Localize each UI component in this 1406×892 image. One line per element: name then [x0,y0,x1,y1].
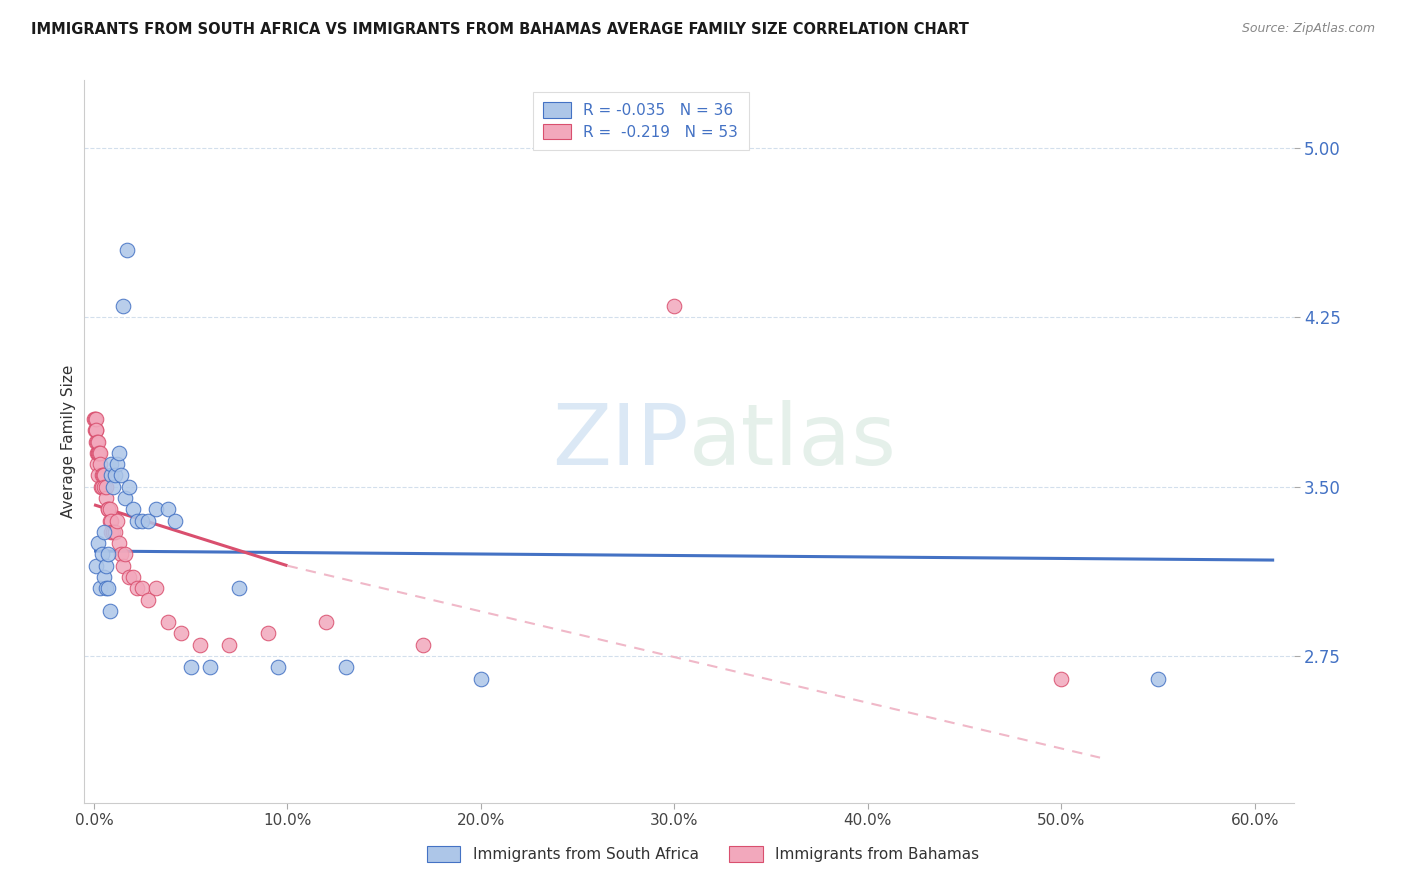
Point [118,480,141,494]
Point [86,457,108,471]
Point [90,480,112,494]
Point [86,446,108,460]
Point [98,502,121,516]
Point [121,502,143,516]
Point [108,536,131,550]
Point [103,524,125,539]
Point [87,536,110,550]
Point [87,468,110,483]
Point [1147,672,1170,686]
Point [94,558,117,573]
Point [93,468,115,483]
Point [100,514,122,528]
Point [89,582,111,596]
Point [198,660,221,674]
Point [1050,672,1073,686]
Point [412,638,434,652]
Text: atlas: atlas [689,400,897,483]
Point [83,412,105,426]
Point [94,480,117,494]
Point [114,491,136,505]
Point [136,514,159,528]
Point [114,548,136,562]
Point [105,514,128,528]
Point [112,558,135,573]
Point [91,468,114,483]
Point [470,672,492,686]
Point [228,582,250,596]
Point [118,570,141,584]
Point [89,457,111,471]
Point [315,615,337,630]
Point [97,502,120,516]
Point [90,468,112,483]
Point [94,582,117,596]
Point [100,468,122,483]
Y-axis label: Average Family Size: Average Family Size [60,365,76,518]
Point [94,491,117,505]
Point [110,548,132,562]
Point [97,582,120,596]
Point [267,660,290,674]
Point [125,582,148,596]
Point [84,434,107,449]
Point [86,434,108,449]
Point [145,582,167,596]
Point [218,638,240,652]
Point [112,299,135,313]
Point [115,243,138,257]
Point [136,592,159,607]
Point [664,299,686,313]
Point [98,604,121,618]
Point [110,468,132,483]
Point [93,480,115,494]
Point [87,434,110,449]
Point [165,514,187,528]
Point [131,514,153,528]
Point [86,446,108,460]
Point [104,524,127,539]
Point [90,548,112,562]
Legend: R = -0.035   N = 36, R =  -0.219   N = 53: R = -0.035 N = 36, R = -0.219 N = 53 [533,92,748,150]
Point [121,570,143,584]
Point [335,660,357,674]
Point [145,502,167,516]
Point [93,570,115,584]
Text: IMMIGRANTS FROM SOUTH AFRICA VS IMMIGRANTS FROM BAHAMAS AVERAGE FAMILY SIZE CORR: IMMIGRANTS FROM SOUTH AFRICA VS IMMIGRAN… [31,22,969,37]
Legend: Immigrants from South Africa, Immigrants from Bahamas: Immigrants from South Africa, Immigrants… [420,840,986,868]
Point [87,446,110,460]
Point [93,524,115,539]
Point [105,457,128,471]
Point [84,423,107,437]
Point [180,660,202,674]
Point [89,446,111,460]
Point [84,558,107,573]
Point [104,468,127,483]
Text: ZIP: ZIP [553,400,689,483]
Point [100,457,122,471]
Point [83,423,105,437]
Point [156,615,179,630]
Point [100,524,122,539]
Point [257,626,280,640]
Point [190,638,212,652]
Text: Source: ZipAtlas.com: Source: ZipAtlas.com [1241,22,1375,36]
Point [156,502,179,516]
Point [103,480,125,494]
Point [131,582,153,596]
Point [97,502,120,516]
Point [108,446,131,460]
Point [98,514,121,528]
Point [86,423,108,437]
Point [84,412,107,426]
Point [170,626,193,640]
Point [97,548,120,562]
Point [90,480,112,494]
Point [84,412,107,426]
Point [87,446,110,460]
Point [125,514,148,528]
